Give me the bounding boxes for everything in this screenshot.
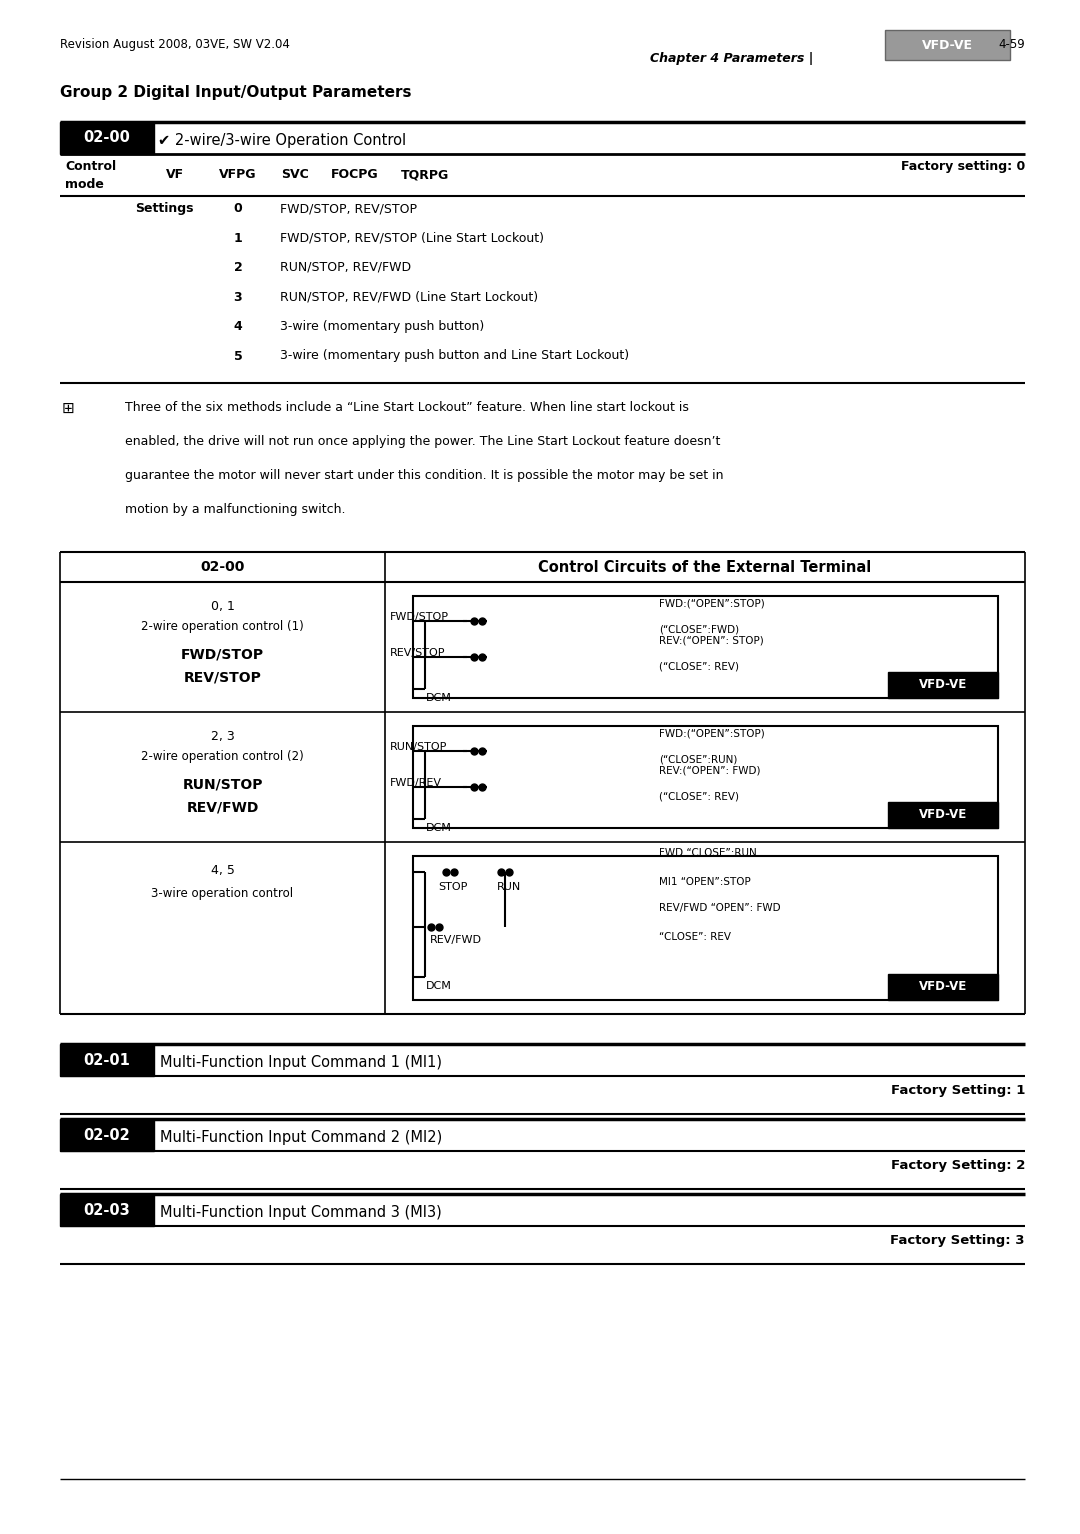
Text: 2-wire operation control (1): 2-wire operation control (1) <box>141 620 303 634</box>
Text: guarantee the motor will never start under this condition. It is possible the mo: guarantee the motor will never start und… <box>125 469 724 482</box>
Text: (“CLOSE”:FWD): (“CLOSE”:FWD) <box>659 624 739 635</box>
Text: 1: 1 <box>233 232 242 244</box>
Text: REV/STOP: REV/STOP <box>390 649 446 658</box>
Text: RUN/STOP: RUN/STOP <box>183 778 262 792</box>
Text: VFD-VE: VFD-VE <box>922 38 973 52</box>
Text: 0: 0 <box>233 202 242 215</box>
Text: FWD:(“OPEN”:STOP): FWD:(“OPEN”:STOP) <box>659 598 765 609</box>
Text: 02-01: 02-01 <box>83 1052 131 1068</box>
Text: FOCPG: FOCPG <box>332 169 379 181</box>
Text: FWD/STOP, REV/STOP (Line Start Lockout): FWD/STOP, REV/STOP (Line Start Lockout) <box>280 232 544 244</box>
Text: Control Circuits of the External Terminal: Control Circuits of the External Termina… <box>538 560 872 575</box>
Text: “CLOSE”: REV: “CLOSE”: REV <box>659 933 731 942</box>
Text: 5: 5 <box>233 350 242 362</box>
Text: Multi-Function Input Command 1 (MI1): Multi-Function Input Command 1 (MI1) <box>160 1054 442 1069</box>
Text: (“CLOSE”: REV): (“CLOSE”: REV) <box>659 661 739 672</box>
Text: VFD-VE: VFD-VE <box>919 678 967 692</box>
Text: VFPG: VFPG <box>219 169 257 181</box>
Bar <box>60 1118 154 1150</box>
Text: RUN: RUN <box>497 882 522 891</box>
Text: ⊞: ⊞ <box>62 400 75 416</box>
Bar <box>60 1193 154 1226</box>
Text: RUN/STOP, REV/FWD: RUN/STOP, REV/FWD <box>280 261 411 275</box>
Text: STOP: STOP <box>438 882 468 891</box>
Text: Chapter 4 Parameters |: Chapter 4 Parameters | <box>650 52 818 64</box>
Text: 02-02: 02-02 <box>83 1127 131 1143</box>
Bar <box>413 726 998 828</box>
Text: 4: 4 <box>233 321 242 333</box>
Text: REV/FWD: REV/FWD <box>187 801 259 815</box>
Text: SVC: SVC <box>281 169 309 181</box>
Text: 3-wire (momentary push button): 3-wire (momentary push button) <box>280 321 484 333</box>
Text: motion by a malfunctioning switch.: motion by a malfunctioning switch. <box>125 503 346 515</box>
Text: ✔ 2-wire/3-wire Operation Control: ✔ 2-wire/3-wire Operation Control <box>158 132 406 147</box>
Text: 4-59: 4-59 <box>998 38 1025 51</box>
Bar <box>888 672 998 698</box>
Text: REV/STOP: REV/STOP <box>184 670 261 684</box>
Text: REV/FWD: REV/FWD <box>430 936 482 945</box>
Bar <box>60 123 154 153</box>
Bar <box>888 802 998 828</box>
Text: 02-00: 02-00 <box>83 130 131 146</box>
Text: REV/FWD “OPEN”: FWD: REV/FWD “OPEN”: FWD <box>659 904 781 913</box>
Text: 3-wire operation control: 3-wire operation control <box>151 887 294 900</box>
Text: Multi-Function Input Command 3 (MI3): Multi-Function Input Command 3 (MI3) <box>160 1204 442 1220</box>
Text: Settings: Settings <box>135 202 193 215</box>
Text: DCM: DCM <box>426 692 451 703</box>
Text: 2, 3: 2, 3 <box>211 730 234 742</box>
Text: FWD/STOP, REV/STOP: FWD/STOP, REV/STOP <box>280 202 417 215</box>
Text: 2: 2 <box>233 261 242 275</box>
Text: Three of the six methods include a “Line Start Lockout” feature. When line start: Three of the six methods include a “Line… <box>125 400 689 414</box>
Text: FWD/STOP: FWD/STOP <box>181 647 265 661</box>
Text: 2-wire operation control (2): 2-wire operation control (2) <box>141 750 303 762</box>
Text: VFD-VE: VFD-VE <box>919 980 967 994</box>
Bar <box>60 1045 154 1075</box>
Text: RUN/STOP, REV/FWD (Line Start Lockout): RUN/STOP, REV/FWD (Line Start Lockout) <box>280 290 538 304</box>
Text: DCM: DCM <box>426 982 451 991</box>
Text: 3: 3 <box>233 290 242 304</box>
Text: VF: VF <box>166 169 184 181</box>
Text: TQRPG: TQRPG <box>401 169 449 181</box>
Text: Multi-Function Input Command 2 (MI2): Multi-Function Input Command 2 (MI2) <box>160 1129 442 1144</box>
Text: Factory Setting: 2: Factory Setting: 2 <box>891 1160 1025 1172</box>
Text: Control: Control <box>65 160 117 173</box>
Bar <box>885 31 1010 60</box>
Text: REV:(“OPEN”: FWD): REV:(“OPEN”: FWD) <box>659 765 760 775</box>
Bar <box>413 856 998 1000</box>
Text: Group 2 Digital Input/Output Parameters: Group 2 Digital Input/Output Parameters <box>60 84 411 100</box>
Text: 02-00: 02-00 <box>200 560 245 574</box>
Text: Revision August 2008, 03VE, SW V2.04: Revision August 2008, 03VE, SW V2.04 <box>60 38 289 51</box>
Text: FWD:(“OPEN”:STOP): FWD:(“OPEN”:STOP) <box>659 729 765 739</box>
Text: DCM: DCM <box>426 822 451 833</box>
Text: RUN/STOP: RUN/STOP <box>390 742 447 752</box>
Text: mode: mode <box>65 178 104 192</box>
Text: Factory setting: 0: Factory setting: 0 <box>901 160 1025 173</box>
Text: 02-03: 02-03 <box>83 1203 131 1218</box>
Text: FWD/STOP: FWD/STOP <box>390 612 449 621</box>
Text: (“CLOSE”: REV): (“CLOSE”: REV) <box>659 792 739 801</box>
Text: enabled, the drive will not run once applying the power. The Line Start Lockout : enabled, the drive will not run once app… <box>125 436 720 448</box>
Text: (“CLOSE”:RUN): (“CLOSE”:RUN) <box>659 755 737 765</box>
Text: Factory Setting: 1: Factory Setting: 1 <box>891 1085 1025 1097</box>
Text: MI1 “OPEN”:STOP: MI1 “OPEN”:STOP <box>659 877 751 887</box>
Text: 0, 1: 0, 1 <box>211 600 234 614</box>
Text: REV:(“OPEN”: STOP): REV:(“OPEN”: STOP) <box>659 635 764 646</box>
Text: FWD/REV: FWD/REV <box>390 778 442 788</box>
Bar <box>888 974 998 1000</box>
Text: Factory Setting: 3: Factory Setting: 3 <box>891 1233 1025 1247</box>
Text: FWD “CLOSE”:RUN: FWD “CLOSE”:RUN <box>659 848 756 858</box>
Bar <box>413 597 998 698</box>
Text: 4, 5: 4, 5 <box>211 864 234 877</box>
Text: VFD-VE: VFD-VE <box>919 808 967 822</box>
Text: 3-wire (momentary push button and Line Start Lockout): 3-wire (momentary push button and Line S… <box>280 350 630 362</box>
